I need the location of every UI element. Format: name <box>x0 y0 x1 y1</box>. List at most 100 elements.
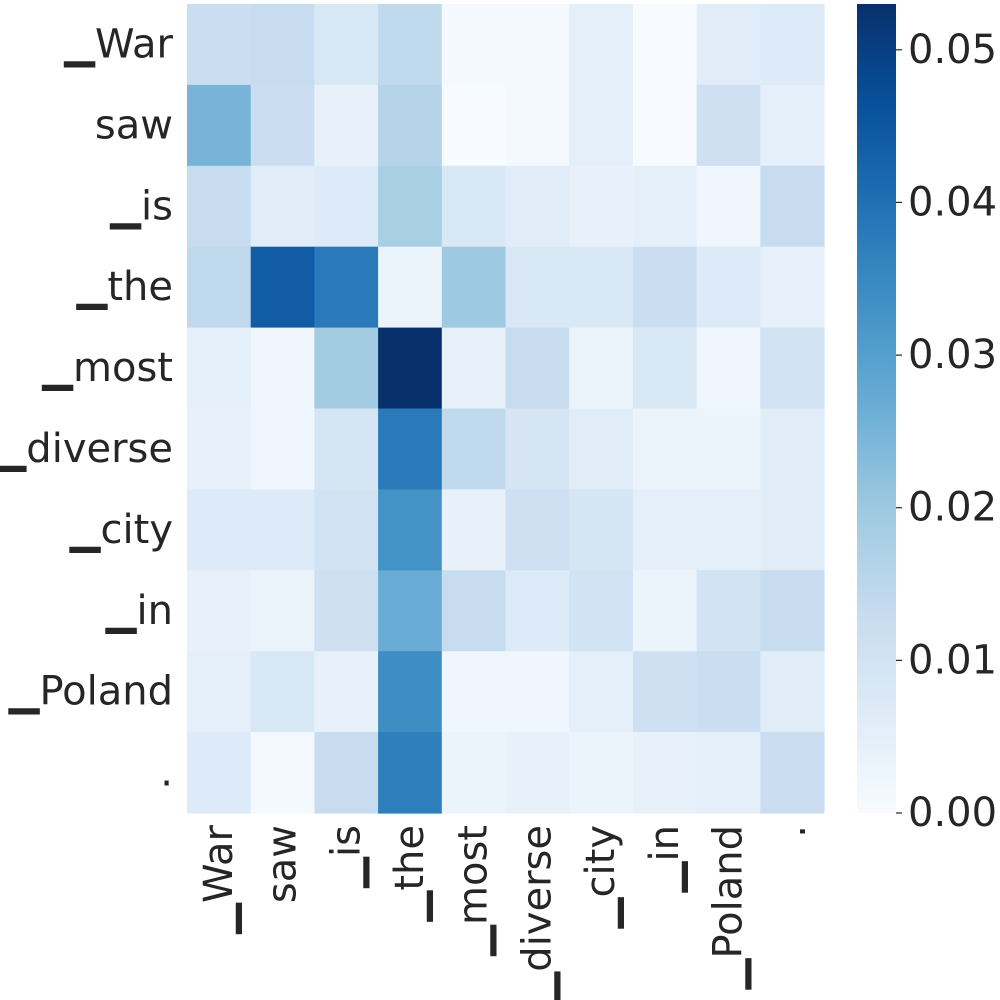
heatmap-cell <box>696 4 761 86</box>
heatmap-cell <box>569 165 634 248</box>
heatmap-cell <box>632 4 698 86</box>
y-tick-label: ▁in <box>105 588 173 634</box>
heatmap-cell <box>378 408 443 490</box>
heatmap-cell <box>187 489 252 571</box>
y-axis-tick-labels: ▁War saw ▁is ▁the ▁most ▁diverse ▁city ▁in ▁Pola… <box>0 21 174 795</box>
heatmap-cell <box>187 651 252 733</box>
heatmap-cell <box>378 651 443 733</box>
x-axis-tick-labels: ▁War saw ▁is ▁the ▁most ▁diverse ▁city ▁in ▁Pola… <box>196 824 815 1000</box>
heatmap-cell <box>250 246 315 329</box>
heatmap-cell <box>441 732 507 814</box>
heatmap-cell <box>632 84 698 167</box>
heatmap-cell <box>378 327 443 410</box>
heatmap-cell <box>505 4 570 86</box>
heatmap-cell <box>632 651 698 733</box>
heatmap-cell <box>378 246 443 329</box>
heatmap-cell <box>378 732 443 814</box>
heatmap-cell <box>760 732 825 814</box>
heatmap-cell <box>250 327 315 410</box>
heatmap-cell <box>314 327 379 410</box>
y-tick-label: ▁Poland <box>8 669 173 715</box>
heatmap-cell <box>760 489 825 571</box>
heatmap-cell <box>569 4 634 86</box>
x-tick-label: ▁diverse <box>514 825 560 1000</box>
heatmap-cell <box>696 651 761 733</box>
heatmap-cell <box>505 246 570 329</box>
heatmap-cell <box>441 408 507 490</box>
heatmap-cell <box>760 651 825 733</box>
heatmap-cell <box>187 165 252 248</box>
heatmap-cell <box>250 4 315 86</box>
heatmap-cell <box>760 327 825 410</box>
heatmap-cell <box>441 84 507 167</box>
y-tick-label: . <box>160 750 173 796</box>
heatmap-cell <box>505 84 570 167</box>
heatmap-cell <box>187 4 252 86</box>
heatmap-cell <box>505 732 570 814</box>
heatmap-cell <box>250 732 315 814</box>
y-tick-label: ▁the <box>76 264 173 310</box>
heatmap-cell <box>441 246 507 329</box>
heatmap-cell <box>505 489 570 571</box>
x-tick-label: ▁city <box>578 825 624 929</box>
heatmap-cell <box>760 165 825 248</box>
heatmap-cell <box>505 327 570 410</box>
heatmap-cell <box>760 84 825 167</box>
x-tick-label: . <box>769 825 815 838</box>
y-tick-label: ▁diverse <box>0 426 173 472</box>
heatmap-cell <box>187 327 252 410</box>
heatmap-cell <box>569 489 634 571</box>
heatmap-cell <box>505 651 570 733</box>
colorbar-tick-label: 0.00 <box>908 790 997 836</box>
x-tick-label: ▁Poland <box>706 825 752 990</box>
colorbar-tick-label: 0.04 <box>908 179 997 225</box>
heatmap-cell <box>314 732 379 814</box>
heatmap-cell <box>696 489 761 571</box>
heatmap-cell <box>441 489 507 571</box>
heatmap-cell <box>505 165 570 248</box>
heatmap-cell <box>378 84 443 167</box>
heatmap-cell <box>314 489 379 571</box>
heatmap-cell <box>696 732 761 814</box>
heatmap-cell <box>441 570 507 652</box>
heatmap-cell <box>632 732 698 814</box>
colorbar-tick-label: 0.01 <box>908 637 997 683</box>
heatmap-cell <box>378 570 443 652</box>
colorbar <box>857 4 896 813</box>
x-tick-label: ▁in <box>642 825 688 893</box>
x-tick-label: ▁War <box>196 824 242 934</box>
heatmap-cell <box>187 732 252 814</box>
heatmap-cell <box>696 408 761 490</box>
heatmap-cell <box>314 651 379 733</box>
heatmap-cell <box>250 165 315 248</box>
colorbar-tick-label: 0.05 <box>908 27 997 73</box>
y-tick-label: ▁most <box>41 345 173 391</box>
heatmap-cell <box>696 246 761 329</box>
heatmap-cell <box>378 4 443 86</box>
heatmap-cell <box>250 408 315 490</box>
heatmap-cell <box>314 4 379 86</box>
x-tick-label: ▁the <box>387 825 433 922</box>
heatmap-cell <box>187 246 252 329</box>
heatmap-cell <box>505 570 570 652</box>
heatmap-cell <box>250 84 315 167</box>
heatmap-cell <box>696 165 761 248</box>
heatmap-cell <box>632 246 698 329</box>
heatmap-cell <box>314 408 379 490</box>
y-tick-label: ▁city <box>69 507 173 553</box>
heatmap-cell <box>250 489 315 571</box>
heatmap-cell <box>314 246 379 329</box>
heatmap-cell <box>569 84 634 167</box>
x-tick-label: ▁most <box>451 825 497 957</box>
x-tick-label: ▁is <box>323 825 369 889</box>
heatmap-cell <box>569 651 634 733</box>
heatmap-cell <box>632 327 698 410</box>
heatmap-cell <box>569 327 634 410</box>
heatmap-cell <box>760 246 825 329</box>
heatmap-cell <box>441 651 507 733</box>
heatmap-cell <box>760 4 825 86</box>
y-tick-label: ▁is <box>109 183 173 229</box>
heatmap-cell <box>378 489 443 571</box>
heatmap-cell <box>378 165 443 248</box>
heatmap-cells <box>187 4 825 814</box>
